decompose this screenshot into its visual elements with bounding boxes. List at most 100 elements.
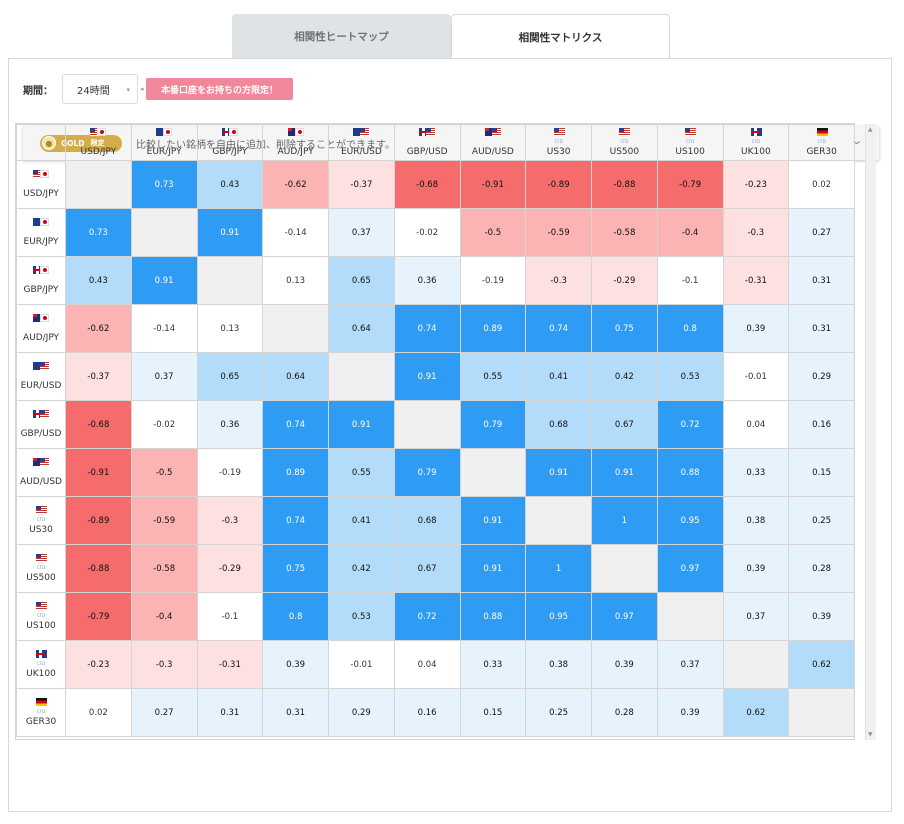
correlation-cell[interactable]: 0.95	[525, 592, 592, 641]
correlation-cell[interactable]: 0.79	[393, 448, 461, 497]
correlation-cell[interactable]	[722, 640, 790, 689]
correlation-cell[interactable]: -0.37	[65, 352, 132, 401]
correlation-cell[interactable]	[65, 160, 132, 209]
correlation-cell[interactable]: 0.15	[788, 448, 855, 497]
correlation-cell[interactable]: 0.31	[196, 688, 264, 737]
correlation-cell[interactable]: 0.33	[459, 640, 527, 689]
correlation-cell[interactable]: 0.43	[65, 256, 132, 305]
correlation-cell[interactable]: 0.79	[459, 400, 527, 449]
correlation-cell[interactable]: 0.29	[328, 688, 395, 737]
correlation-cell[interactable]: -0.23	[65, 640, 132, 689]
correlation-cell[interactable]: 0.64	[262, 352, 329, 401]
correlation-cell[interactable]: 0.43	[196, 160, 264, 209]
correlation-cell[interactable]: 0.39	[656, 688, 724, 737]
tab-heatmap[interactable]: 相関性ヒートマップ	[232, 14, 451, 59]
correlation-cell[interactable]: 0.37	[656, 640, 724, 689]
correlation-cell[interactable]	[656, 592, 724, 641]
correlation-cell[interactable]: -0.29	[196, 544, 264, 593]
correlation-cell[interactable]: -0.91	[459, 160, 527, 209]
correlation-cell[interactable]: 0.31	[262, 688, 329, 737]
correlation-cell[interactable]: 0.89	[459, 304, 527, 353]
correlation-cell[interactable]: 0.41	[328, 496, 395, 545]
correlation-cell[interactable]: -0.31	[196, 640, 264, 689]
correlation-cell[interactable]: 0.36	[196, 400, 264, 449]
correlation-cell[interactable]: -0.3	[722, 208, 790, 257]
correlation-cell[interactable]: 0.41	[525, 352, 592, 401]
correlation-cell[interactable]: 0.02	[788, 160, 855, 209]
correlation-cell[interactable]: 0.28	[788, 544, 855, 593]
correlation-cell[interactable]: 0.53	[328, 592, 395, 641]
correlation-cell[interactable]	[262, 304, 329, 353]
correlation-cell[interactable]: 0.37	[130, 352, 198, 401]
correlation-cell[interactable]: 0.91	[459, 544, 527, 593]
correlation-cell[interactable]	[393, 400, 461, 449]
correlation-cell[interactable]: 0.89	[262, 448, 329, 497]
correlation-cell[interactable]: -0.58	[591, 208, 658, 257]
correlation-cell[interactable]: -0.88	[591, 160, 658, 209]
correlation-cell[interactable]: 0.13	[196, 304, 264, 353]
correlation-cell[interactable]: -0.01	[328, 640, 395, 689]
correlation-cell[interactable]: 0.74	[262, 496, 329, 545]
correlation-cell[interactable]: -0.59	[525, 208, 592, 257]
correlation-cell[interactable]: -0.19	[459, 256, 527, 305]
correlation-cell[interactable]: 0.13	[262, 256, 329, 305]
correlation-cell[interactable]: 0.16	[788, 400, 855, 449]
correlation-cell[interactable]: 0.72	[393, 592, 461, 641]
correlation-cell[interactable]: 1	[525, 544, 592, 593]
correlation-cell[interactable]: 0.74	[262, 400, 329, 449]
correlation-cell[interactable]: 0.95	[656, 496, 724, 545]
correlation-cell[interactable]: 0.55	[459, 352, 527, 401]
correlation-cell[interactable]: -0.02	[393, 208, 461, 257]
correlation-cell[interactable]: -0.1	[196, 592, 264, 641]
correlation-cell[interactable]: 0.67	[591, 400, 658, 449]
correlation-cell[interactable]: 0.91	[328, 400, 395, 449]
correlation-cell[interactable]: 0.39	[591, 640, 658, 689]
correlation-cell[interactable]: 0.75	[591, 304, 658, 353]
correlation-cell[interactable]: -0.31	[722, 256, 790, 305]
correlation-cell[interactable]: -0.14	[130, 304, 198, 353]
correlation-cell[interactable]: -0.01	[722, 352, 790, 401]
correlation-cell[interactable]	[130, 208, 198, 257]
correlation-cell[interactable]: 0.91	[525, 448, 592, 497]
correlation-cell[interactable]	[196, 256, 264, 305]
tab-matrix[interactable]: 相関性マトリクス	[451, 14, 670, 60]
correlation-cell[interactable]: 0.42	[591, 352, 658, 401]
correlation-cell[interactable]: -0.3	[196, 496, 264, 545]
correlation-cell[interactable]: 0.15	[459, 688, 527, 737]
correlation-cell[interactable]: -0.02	[130, 400, 198, 449]
correlation-cell[interactable]	[788, 688, 855, 737]
correlation-cell[interactable]: 0.74	[525, 304, 592, 353]
correlation-cell[interactable]: -0.62	[65, 304, 132, 353]
scroll-down-icon[interactable]: ▼	[868, 731, 873, 738]
correlation-cell[interactable]: 0.8	[262, 592, 329, 641]
period-select[interactable]: 24時間 ▾	[62, 74, 138, 104]
correlation-cell[interactable]: -0.68	[65, 400, 132, 449]
correlation-cell[interactable]: 0.04	[393, 640, 461, 689]
correlation-cell[interactable]: 0.75	[262, 544, 329, 593]
correlation-cell[interactable]	[591, 544, 658, 593]
correlation-cell[interactable]: 0.31	[788, 304, 855, 353]
scroll-up-icon[interactable]: ▲	[868, 126, 873, 133]
correlation-cell[interactable]: 0.97	[591, 592, 658, 641]
correlation-cell[interactable]: -0.37	[328, 160, 395, 209]
correlation-cell[interactable]: 0.25	[525, 688, 592, 737]
correlation-cell[interactable]: 0.25	[788, 496, 855, 545]
correlation-cell[interactable]: -0.19	[196, 448, 264, 497]
correlation-cell[interactable]: 0.62	[788, 640, 855, 689]
correlation-cell[interactable]: -0.5	[459, 208, 527, 257]
correlation-cell[interactable]: 0.29	[788, 352, 855, 401]
correlation-cell[interactable]: 0.68	[525, 400, 592, 449]
correlation-cell[interactable]: 0.91	[130, 256, 198, 305]
correlation-cell[interactable]: 1	[591, 496, 658, 545]
correlation-cell[interactable]: 0.38	[722, 496, 790, 545]
correlation-cell[interactable]: 0.74	[393, 304, 461, 353]
correlation-cell[interactable]: 0.91	[393, 352, 461, 401]
correlation-cell[interactable]: -0.14	[262, 208, 329, 257]
correlation-cell[interactable]: -0.62	[262, 160, 329, 209]
correlation-cell[interactable]: 0.53	[656, 352, 724, 401]
correlation-cell[interactable]: 0.39	[262, 640, 329, 689]
correlation-cell[interactable]: -0.4	[656, 208, 724, 257]
correlation-cell[interactable]: -0.23	[722, 160, 790, 209]
correlation-cell[interactable]: -0.79	[656, 160, 724, 209]
correlation-cell[interactable]: 0.91	[591, 448, 658, 497]
